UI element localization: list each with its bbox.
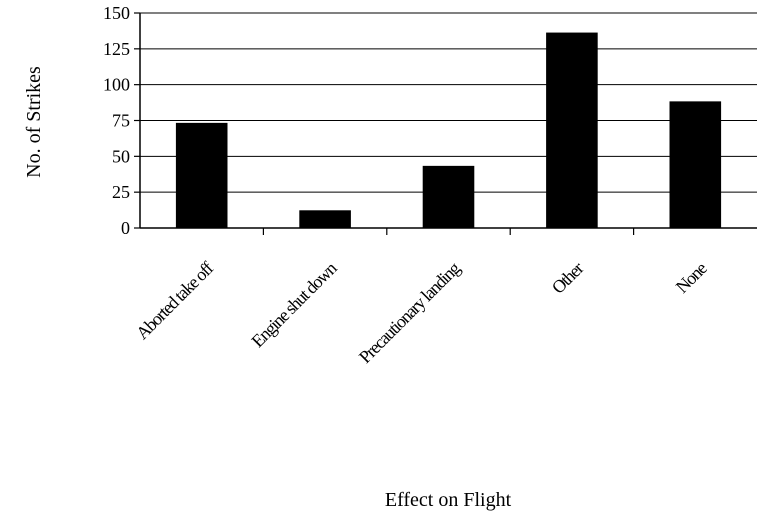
bars: [175, 32, 722, 229]
y-tick-label: 125: [103, 39, 130, 59]
x-tick-label: None: [672, 258, 711, 297]
bar-other: [546, 32, 598, 229]
x-axis-label: Effect on Flight: [385, 489, 512, 511]
y-axis-label: No. of Strikes: [23, 66, 45, 178]
bar-none: [669, 101, 722, 229]
x-tick-label: Other: [548, 258, 588, 298]
y-tick-labels: 0 25 50 75 100 125 150: [103, 3, 140, 238]
y-tick-label: 0: [121, 218, 130, 238]
bar-engine-shut-down: [299, 210, 351, 229]
bar-aborted-take-off: [175, 122, 228, 229]
y-tick-label: 150: [103, 3, 130, 23]
x-tick-label: Aborted take off: [132, 258, 217, 343]
x-tick-label: Precautionary landing: [355, 258, 464, 367]
y-tick-label: 25: [112, 182, 130, 202]
x-tick-label: Engine shut down: [247, 258, 340, 351]
y-tick-label: 100: [103, 75, 130, 95]
gridlines: [140, 12, 757, 193]
y-tick-label: 75: [112, 111, 130, 131]
x-tick-labels: Aborted take off Engine shut down Precauti…: [132, 228, 711, 367]
y-tick-label: 50: [112, 146, 130, 166]
bar-precautionary-landing: [422, 165, 475, 229]
